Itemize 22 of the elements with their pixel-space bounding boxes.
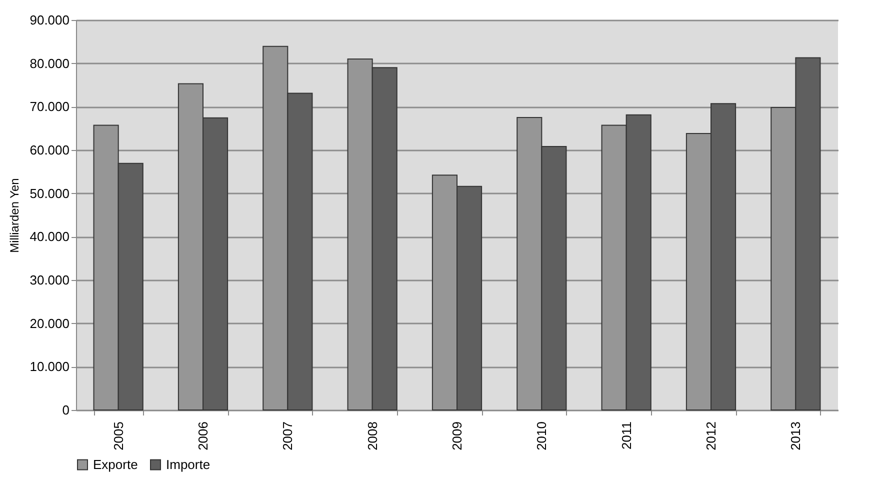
legend-label: Importe [166,456,210,472]
y-tick-label: 30.000 [30,272,70,288]
x-tick-label: 2009 [450,422,464,450]
x-tick-label: 2011 [618,422,634,450]
y-tick-label: 20.000 [30,316,70,331]
y-tick-label: 60.000 [30,142,70,158]
y-tick-label: 0 [62,402,70,418]
y-tick-label: 40.000 [30,229,70,244]
x-tick-label: 2005 [110,422,126,450]
y-tick-label: 70.000 [30,99,70,114]
y-axis-title: Milliarden Yen [8,178,22,253]
x-tick-label: 2006 [196,422,210,450]
y-tick-label: 80.000 [30,56,70,71]
y-tick-label: 90.000 [30,12,70,28]
y-tick-label: 10.000 [30,359,70,374]
x-tick-label: 2012 [704,422,718,450]
x-tick-label: 2013 [788,422,804,450]
x-tick-label: 2007 [280,422,296,450]
x-tick-label: 2008 [364,422,380,450]
legend-label: Exporte [93,456,138,472]
y-tick-label: 50.000 [30,186,70,201]
x-tick-label: 2010 [534,422,550,450]
